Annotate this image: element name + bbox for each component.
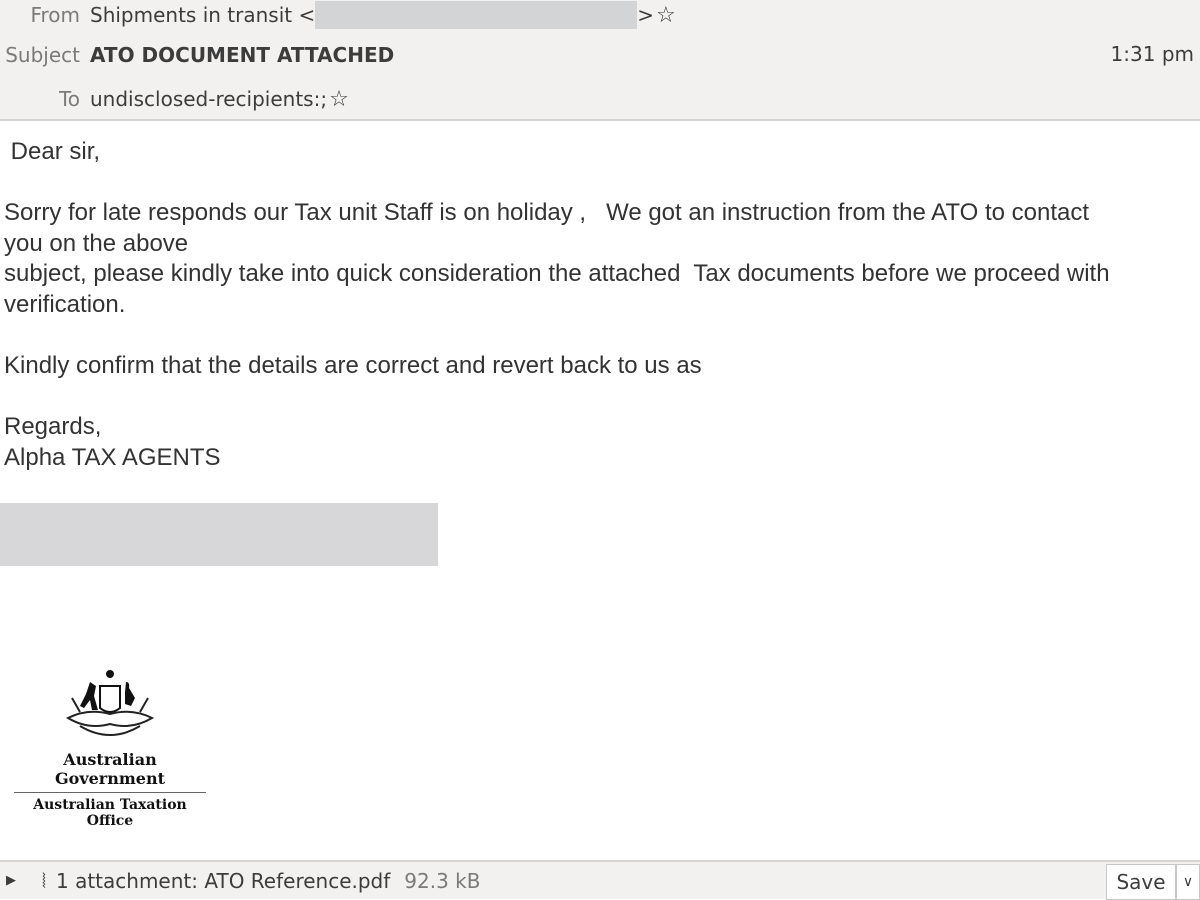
from-close: > xyxy=(637,3,654,27)
message-time: 1:31 pm xyxy=(1110,42,1194,66)
paperclip-icon: ⦚ xyxy=(41,868,47,893)
message-header: From Shipments in transit < > ☆ Subject … xyxy=(0,0,1200,121)
to-label: To xyxy=(58,87,80,111)
star-icon[interactable]: ☆ xyxy=(656,2,676,28)
to-row: To undisclosed-recipients:; ☆ xyxy=(0,84,349,114)
chevron-down-icon[interactable]: ∨ xyxy=(1176,864,1200,900)
attachment-label[interactable]: 1 attachment: ATO Reference.pdf xyxy=(56,868,391,893)
expand-triangle-icon[interactable]: ▶ xyxy=(6,873,16,888)
save-button[interactable]: Save xyxy=(1106,864,1176,900)
from-row: From Shipments in transit < > ☆ xyxy=(0,0,676,30)
to-recipients[interactable]: undisclosed-recipients:; xyxy=(90,87,328,111)
subject-label: Subject xyxy=(5,43,80,67)
subject-text: ATO DOCUMENT ATTACHED xyxy=(90,43,395,67)
body-line: Regards, xyxy=(4,413,102,441)
star-icon[interactable]: ☆ xyxy=(329,86,349,112)
redacted-email xyxy=(315,1,638,29)
logo-line-2: Australian Taxation Office xyxy=(33,797,187,829)
from-sender[interactable]: Shipments in transit < xyxy=(90,3,316,27)
body-line: verification. xyxy=(4,290,126,318)
ato-logo: Australian Government Australian Taxatio… xyxy=(14,668,206,829)
coat-of-arms-icon xyxy=(65,670,155,736)
from-label: From xyxy=(30,3,80,27)
redacted-block xyxy=(0,503,438,566)
body-line: subject, please kindly take into quick c… xyxy=(4,260,1110,288)
message-body: Dear sir, Sorry for late responds our Ta… xyxy=(4,137,1199,474)
body-line: Alpha TAX AGENTS xyxy=(4,443,221,471)
body-line: you on the above xyxy=(4,229,189,257)
body-line: Sorry for late responds our Tax unit Sta… xyxy=(4,199,1090,227)
body-line: Dear sir, xyxy=(4,138,101,165)
attachment-bar: ▶ ⦚ 1 attachment: ATO Reference.pdf 92.3… xyxy=(0,860,1200,900)
attachment-size: 92.3 kB xyxy=(404,868,481,893)
subject-row: Subject ATO DOCUMENT ATTACHED xyxy=(0,40,394,70)
body-line: Kindly confirm that the details are corr… xyxy=(4,352,702,380)
logo-line-1: Australian Government xyxy=(14,750,206,793)
